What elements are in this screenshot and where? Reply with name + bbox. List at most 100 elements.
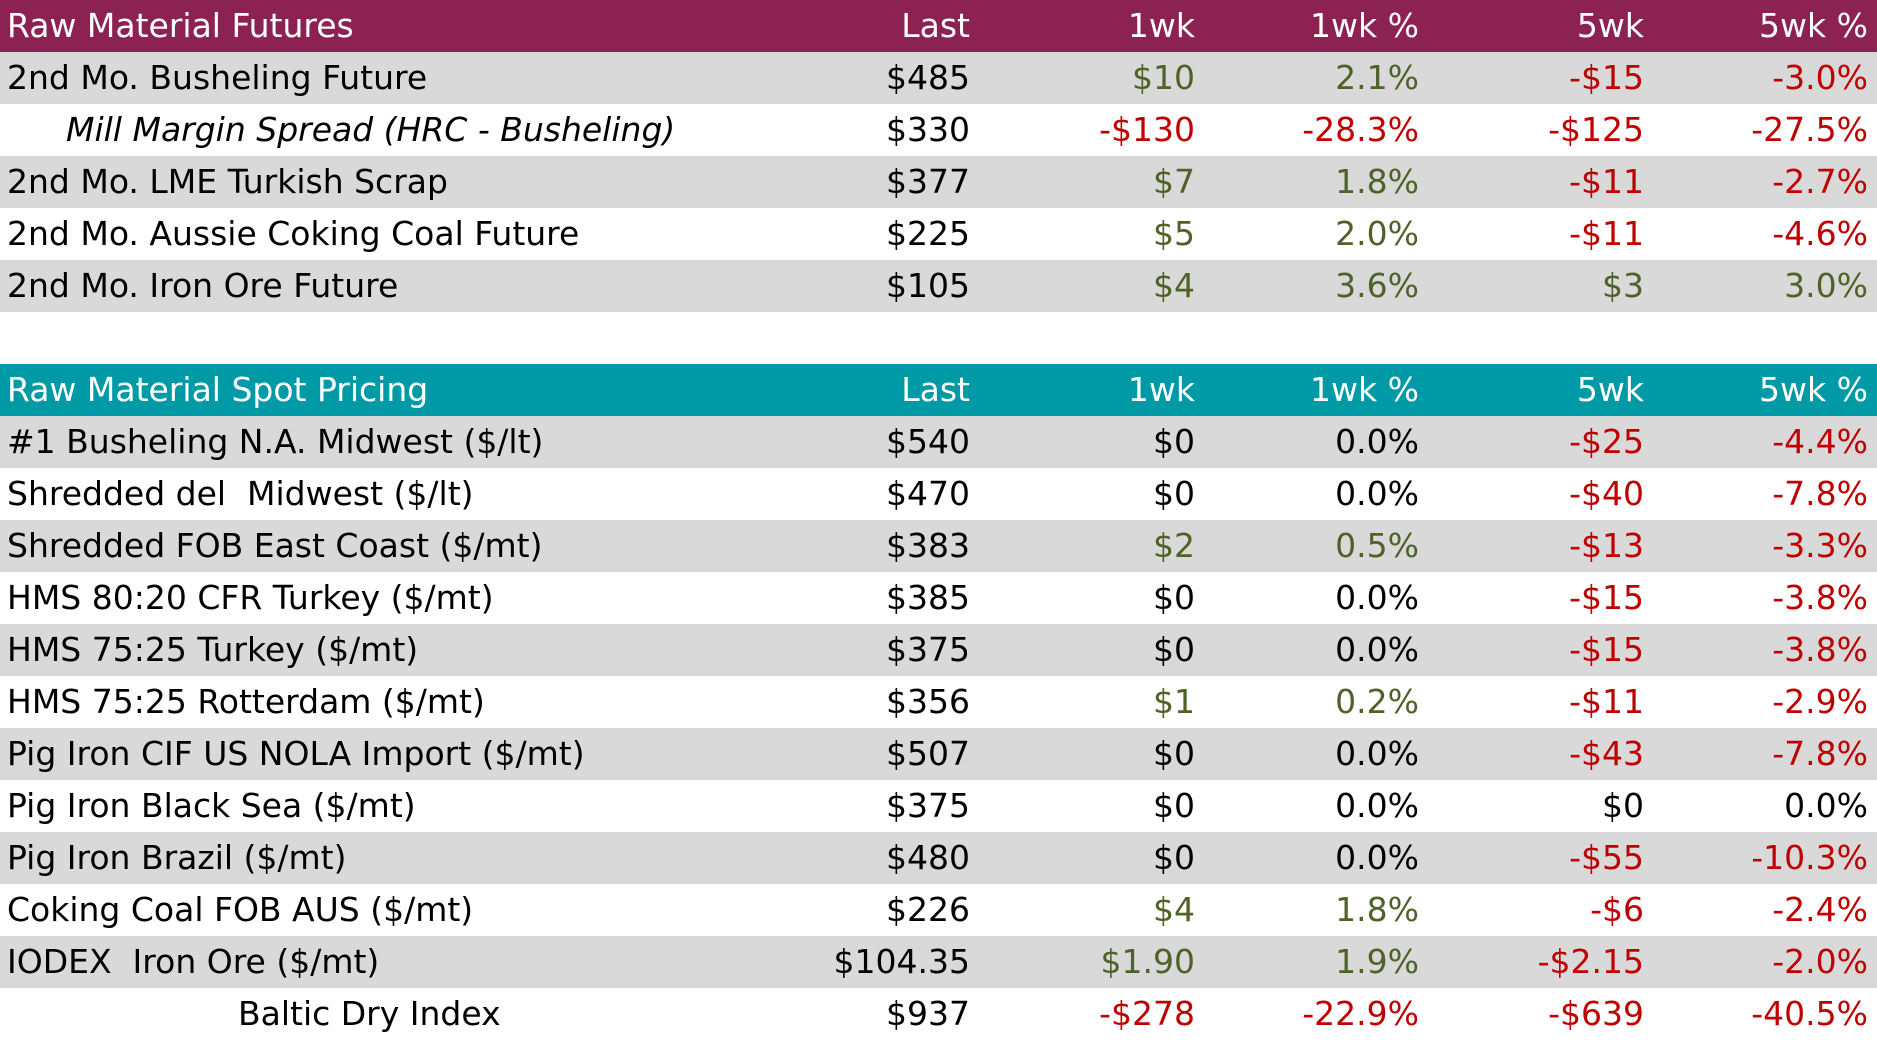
table-row: Pig Iron CIF US NOLA Import ($/mt) $507 … <box>0 728 1877 780</box>
change-1wk: $0 <box>1153 422 1195 461</box>
change-1wk: $5 <box>1153 214 1195 253</box>
row-label: Baltic Dry Index <box>238 994 501 1033</box>
spot-header-title: Raw Material Spot Pricing <box>7 370 429 409</box>
change-1wk: $0 <box>1153 578 1195 617</box>
col-header-5wk: 5wk <box>1576 6 1644 45</box>
table-row: 2nd Mo. Busheling Future $485 $10 2.1% -… <box>0 52 1877 104</box>
change-1wk: $0 <box>1153 474 1195 513</box>
row-label: HMS 75:25 Turkey ($/mt) <box>7 630 419 669</box>
row-label: IODEX Iron Ore ($/mt) <box>7 942 380 981</box>
last-value: $470 <box>886 474 970 513</box>
col-header-last: Last <box>901 370 970 409</box>
change-5wk: $0 <box>1602 786 1644 825</box>
change-1wk-pct: -28.3% <box>1302 110 1419 149</box>
table-row: #1 Busheling N.A. Midwest ($/lt) $540 $0… <box>0 416 1877 468</box>
last-value: $480 <box>886 838 970 877</box>
change-5wk-pct: -2.9% <box>1772 682 1868 721</box>
futures-table: Raw Material Futures Last 1wk 1wk % 5wk … <box>0 0 1877 312</box>
row-label: 2nd Mo. Busheling Future <box>7 58 428 97</box>
change-5wk: -$15 <box>1569 630 1644 669</box>
change-1wk: $7 <box>1153 162 1195 201</box>
change-1wk: $0 <box>1153 786 1195 825</box>
row-label: Pig Iron Brazil ($/mt) <box>7 838 347 877</box>
change-5wk: -$13 <box>1569 526 1644 565</box>
table-row: Pig Iron Black Sea ($/mt) $375 $0 0.0% $… <box>0 780 1877 832</box>
change-1wk: $0 <box>1153 630 1195 669</box>
change-1wk: $2 <box>1153 526 1195 565</box>
last-value: $226 <box>886 890 970 929</box>
change-5wk-pct: -27.5% <box>1751 110 1868 149</box>
table-row: Mill Margin Spread (HRC - Busheling) $33… <box>0 104 1877 156</box>
row-label: 2nd Mo. Iron Ore Future <box>7 266 399 305</box>
row-label: Shredded del Midwest ($/lt) <box>7 474 474 513</box>
table-row: 2nd Mo. Aussie Coking Coal Future $225 $… <box>0 208 1877 260</box>
last-value: $104.35 <box>833 942 970 981</box>
change-5wk-pct: -4.4% <box>1772 422 1868 461</box>
change-1wk-pct: 0.5% <box>1335 526 1419 565</box>
table-row: Pig Iron Brazil ($/mt) $480 $0 0.0% -$55… <box>0 832 1877 884</box>
change-5wk-pct: -2.4% <box>1772 890 1868 929</box>
change-1wk: $0 <box>1153 734 1195 773</box>
change-1wk-pct: 1.9% <box>1335 942 1419 981</box>
change-5wk-pct: -40.5% <box>1751 994 1868 1033</box>
change-5wk-pct: -7.8% <box>1772 734 1868 773</box>
last-value: $377 <box>886 162 970 201</box>
col-header-1wk-pct: 1wk % <box>1310 6 1419 45</box>
last-value: $356 <box>886 682 970 721</box>
change-1wk: $10 <box>1132 58 1195 97</box>
change-1wk-pct: 0.0% <box>1335 786 1419 825</box>
change-1wk: -$278 <box>1099 994 1195 1033</box>
change-1wk-pct: 0.0% <box>1335 474 1419 513</box>
change-1wk-pct: 2.1% <box>1335 58 1419 97</box>
futures-header-title: Raw Material Futures <box>7 6 354 45</box>
change-5wk-pct: -3.8% <box>1772 630 1868 669</box>
change-5wk: -$25 <box>1569 422 1644 461</box>
table-row: HMS 75:25 Turkey ($/mt) $375 $0 0.0% -$1… <box>0 624 1877 676</box>
col-header-last: Last <box>901 6 970 45</box>
change-1wk-pct: 2.0% <box>1335 214 1419 253</box>
table-row: HMS 80:20 CFR Turkey ($/mt) $385 $0 0.0%… <box>0 572 1877 624</box>
change-1wk: $1 <box>1153 682 1195 721</box>
change-1wk: -$130 <box>1099 110 1195 149</box>
change-5wk-pct: 3.0% <box>1784 266 1868 305</box>
change-5wk: -$11 <box>1569 682 1644 721</box>
col-header-1wk-pct: 1wk % <box>1310 370 1419 409</box>
table-row: Shredded del Midwest ($/lt) $470 $0 0.0%… <box>0 468 1877 520</box>
change-5wk-pct: 0.0% <box>1784 786 1868 825</box>
change-5wk: -$11 <box>1569 162 1644 201</box>
table-row: Shredded FOB East Coast ($/mt) $383 $2 0… <box>0 520 1877 572</box>
change-1wk-pct: 0.0% <box>1335 422 1419 461</box>
change-5wk-pct: -3.8% <box>1772 578 1868 617</box>
change-1wk: $1.90 <box>1100 942 1195 981</box>
change-1wk: $4 <box>1153 266 1195 305</box>
change-1wk: $4 <box>1153 890 1195 929</box>
change-1wk-pct: 1.8% <box>1335 890 1419 929</box>
change-5wk-pct: -2.0% <box>1772 942 1868 981</box>
change-5wk: -$40 <box>1569 474 1644 513</box>
change-5wk-pct: -4.6% <box>1772 214 1868 253</box>
col-header-5wk: 5wk <box>1576 370 1644 409</box>
col-header-5wk-pct: 5wk % <box>1759 6 1868 45</box>
row-label: Pig Iron Black Sea ($/mt) <box>7 786 416 825</box>
table-row: IODEX Iron Ore ($/mt) $104.35 $1.90 1.9%… <box>0 936 1877 988</box>
row-label: Coking Coal FOB AUS ($/mt) <box>7 890 474 929</box>
table-row: Coking Coal FOB AUS ($/mt) $226 $4 1.8% … <box>0 884 1877 936</box>
last-value: $375 <box>886 630 970 669</box>
row-label: HMS 75:25 Rotterdam ($/mt) <box>7 682 485 721</box>
row-label: HMS 80:20 CFR Turkey ($/mt) <box>7 578 494 617</box>
last-value: $485 <box>886 58 970 97</box>
change-5wk: -$6 <box>1590 890 1644 929</box>
last-value: $385 <box>886 578 970 617</box>
row-label: #1 Busheling N.A. Midwest ($/lt) <box>7 422 544 461</box>
row-label: Mill Margin Spread (HRC - Busheling) <box>66 110 676 149</box>
row-label: Shredded FOB East Coast ($/mt) <box>7 526 543 565</box>
last-value: $105 <box>886 266 970 305</box>
table-row: Baltic Dry Index $937 -$278 -22.9% -$639… <box>0 988 1877 1040</box>
last-value: $937 <box>886 994 970 1033</box>
change-5wk: $3 <box>1602 266 1644 305</box>
change-5wk: -$2.15 <box>1537 942 1644 981</box>
change-5wk: -$125 <box>1548 110 1644 149</box>
change-1wk-pct: 1.8% <box>1335 162 1419 201</box>
change-1wk-pct: 0.0% <box>1335 838 1419 877</box>
change-5wk: -$43 <box>1569 734 1644 773</box>
